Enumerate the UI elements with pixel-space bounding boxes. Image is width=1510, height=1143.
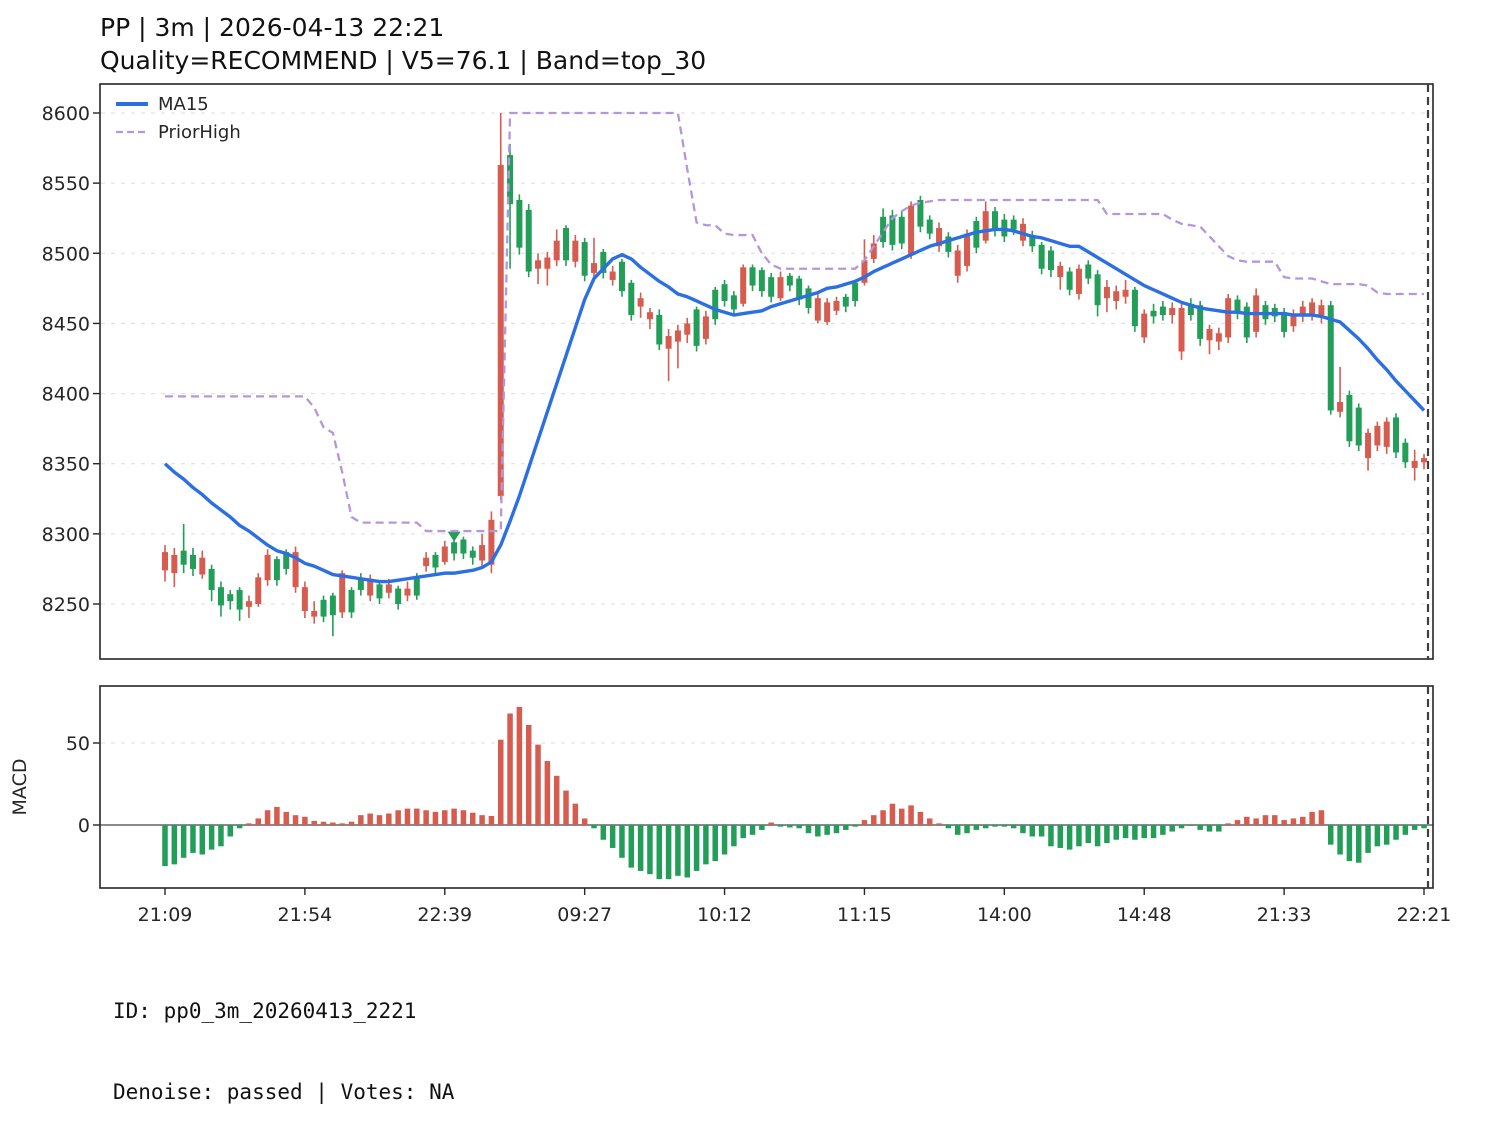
footer-line-denoise: Denoise: passed | Votes: NA bbox=[113, 1080, 455, 1104]
svg-text:0: 0 bbox=[78, 815, 90, 837]
svg-text:8550: 8550 bbox=[42, 173, 90, 195]
legend: MA15 PriorHigh bbox=[116, 94, 241, 143]
footer-line-id: ID: pp0_3m_20260413_2221 bbox=[113, 999, 417, 1023]
svg-text:14:48: 14:48 bbox=[1117, 904, 1172, 926]
svg-text:8450: 8450 bbox=[42, 313, 90, 335]
main-gridlines bbox=[101, 112, 1432, 605]
x-axis: 21:09 21:54 22:39 09:27 10:12 11:15 14:00 14:48… bbox=[138, 888, 1452, 926]
svg-text:8250: 8250 bbox=[42, 594, 90, 616]
svg-text:14:00: 14:00 bbox=[977, 904, 1032, 926]
chart-title: PP | 3m | 2026-04-13 22:21 bbox=[100, 13, 445, 42]
macd-panel-frame bbox=[99, 685, 1434, 889]
svg-text:21:33: 21:33 bbox=[1257, 904, 1312, 926]
svg-text:MACD: MACD bbox=[9, 759, 31, 816]
main-y-axis: 8250 8300 8350 8400 8450 8500 8550 8600 bbox=[42, 103, 100, 616]
macd-histogram bbox=[162, 706, 1427, 880]
svg-text:21:54: 21:54 bbox=[278, 904, 333, 926]
svg-text:22:39: 22:39 bbox=[417, 904, 472, 926]
caret-down-marker bbox=[447, 531, 461, 542]
svg-text:MA15: MA15 bbox=[158, 94, 209, 115]
svg-text:50: 50 bbox=[66, 733, 90, 755]
footer-stats: ID: pp0_3m_20260413_2221 Denoise: passed… bbox=[113, 944, 758, 1143]
prior-high-line bbox=[165, 111, 1424, 533]
svg-text:8400: 8400 bbox=[42, 384, 90, 406]
main-panel-frame bbox=[99, 83, 1434, 660]
macd-panel: 0 50 MACD bbox=[9, 685, 1434, 889]
title-block: PP | 3m | 2026-04-13 22:21 Quality=RECOM… bbox=[100, 11, 706, 77]
svg-text:8300: 8300 bbox=[42, 524, 90, 546]
svg-text:10:12: 10:12 bbox=[697, 904, 752, 926]
candlestick-series bbox=[162, 113, 1427, 637]
svg-text:PriorHigh: PriorHigh bbox=[158, 122, 241, 143]
svg-text:8350: 8350 bbox=[42, 454, 90, 476]
svg-text:21:09: 21:09 bbox=[138, 904, 193, 926]
ma15-line bbox=[163, 227, 1426, 584]
svg-text:8500: 8500 bbox=[42, 243, 90, 265]
svg-text:09:27: 09:27 bbox=[557, 904, 612, 926]
svg-text:8600: 8600 bbox=[42, 103, 90, 125]
chart-subtitle: Quality=RECOMMEND | V5=76.1 | Band=top_3… bbox=[100, 46, 707, 75]
svg-text:22:21: 22:21 bbox=[1397, 904, 1452, 926]
svg-text:11:15: 11:15 bbox=[837, 904, 892, 926]
